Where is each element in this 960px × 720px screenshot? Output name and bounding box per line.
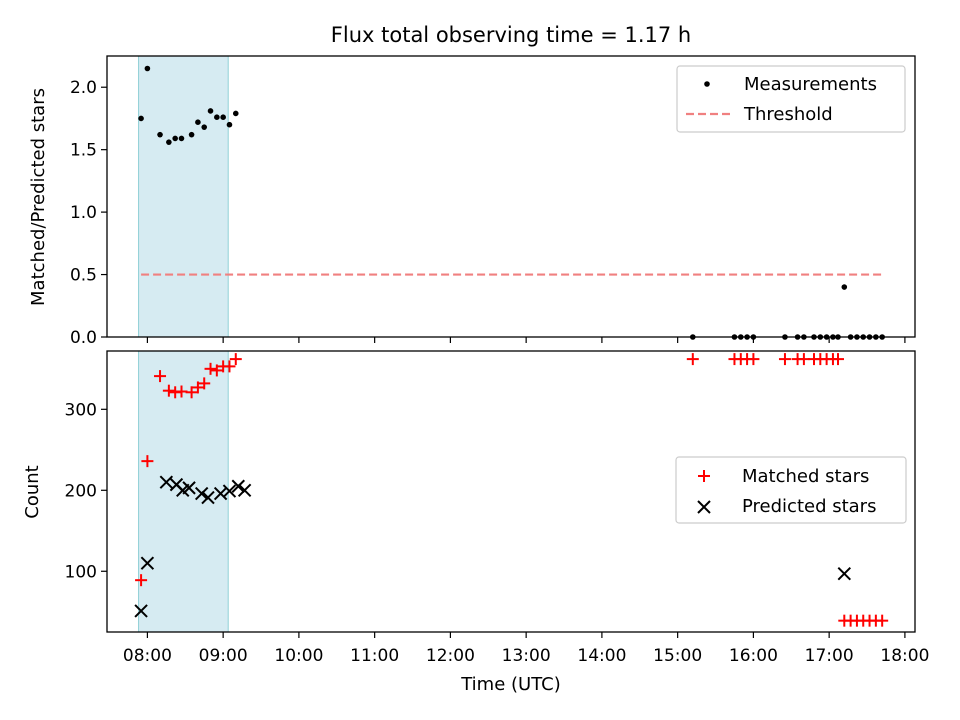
bottom-y-tick-label: 200 bbox=[65, 481, 97, 501]
legend-predicted-marker bbox=[697, 500, 711, 514]
measurement-point bbox=[195, 119, 201, 125]
measurement-point bbox=[144, 65, 151, 72]
top-y-axis: 0.0 0.5 1.0 1.5 2.0 bbox=[70, 78, 107, 348]
top-y-axis-label: Matched/Predicted stars bbox=[28, 88, 49, 306]
matched-star-point bbox=[876, 614, 889, 627]
x-tick-label: 08:00 bbox=[123, 646, 172, 666]
bottom-y-tick-label: 100 bbox=[65, 562, 97, 582]
predicted-star-point bbox=[201, 490, 215, 505]
measurement-point bbox=[214, 114, 220, 120]
top-y-tick-label: 1.0 bbox=[70, 203, 97, 223]
legend-matched-label: Matched stars bbox=[742, 466, 869, 487]
matched-star-point bbox=[135, 574, 148, 587]
matched-star-point bbox=[210, 364, 223, 377]
measurement-point bbox=[232, 110, 239, 117]
x-axis-label: Time (UTC) bbox=[460, 674, 561, 695]
legend-threshold-label: Threshold bbox=[743, 104, 833, 125]
predicted-star-point bbox=[194, 486, 209, 501]
bottom-legend-box bbox=[675, 456, 907, 524]
legend-matched-marker bbox=[698, 470, 710, 482]
bottom-y-axis: 100 200 300 bbox=[65, 400, 107, 582]
top-y-tick-label: 2.0 bbox=[70, 78, 97, 98]
predicted-star-point bbox=[140, 556, 155, 570]
legend-predicted-label: Predicted stars bbox=[742, 496, 876, 517]
x-tick-label: 13:00 bbox=[502, 646, 551, 666]
x-tick-label: 09:00 bbox=[199, 646, 248, 666]
legend-measurements-label: Measurements bbox=[744, 74, 877, 95]
matched-star-point bbox=[229, 353, 242, 366]
top-legend: Measurements Threshold bbox=[676, 65, 906, 133]
x-tick-label: 14:00 bbox=[577, 646, 626, 666]
predicted-star-point bbox=[213, 486, 228, 501]
matched-star-point bbox=[778, 353, 791, 366]
predicted-star-point bbox=[134, 604, 148, 618]
top-y-tick-label: 0.5 bbox=[70, 266, 97, 286]
bottom-plot-frame bbox=[106, 350, 916, 633]
x-tick-label: 15:00 bbox=[653, 646, 702, 666]
bottom-data-marks bbox=[134, 353, 889, 627]
predicted-star-point bbox=[222, 484, 237, 498]
top-y-tick-label: 0.0 bbox=[70, 328, 97, 348]
measurement-point bbox=[166, 139, 172, 145]
x-tick-label: 17:00 bbox=[805, 646, 854, 666]
top-panel: 0.00.51.01.52.0 Matched/Predicted stars … bbox=[28, 55, 916, 348]
measurement-point bbox=[172, 135, 178, 142]
top-plot-frame bbox=[106, 55, 916, 338]
measurement-point bbox=[226, 121, 233, 128]
matched-star-point bbox=[747, 353, 760, 366]
matched-star-point bbox=[686, 353, 699, 366]
bottom-legend: Matched stars Predicted stars bbox=[675, 456, 907, 524]
matched-star-point bbox=[162, 384, 175, 397]
matched-star-point bbox=[141, 455, 154, 468]
top-legend-box bbox=[676, 65, 906, 133]
top-y-tick-label: 1.5 bbox=[70, 141, 97, 161]
matched-star-point bbox=[185, 386, 198, 399]
bottom-y-tick-label: 300 bbox=[65, 400, 97, 420]
predicted-star-point bbox=[159, 475, 174, 489]
predicted-star-point bbox=[237, 483, 252, 497]
bottom-x-axis: 08:00 09:00 10:00 11:00 12:00 13:00 14:00 15:00… bbox=[123, 632, 929, 666]
matched-star-point bbox=[154, 370, 167, 383]
measurement-point bbox=[201, 124, 208, 130]
measurement-point bbox=[178, 135, 185, 142]
x-tick-label: 12:00 bbox=[426, 646, 475, 666]
bottom-y-axis-label: Count bbox=[22, 465, 43, 518]
bottom-panel: 100 200 300 08:00 09:00 10:00 11:00 12:00 13:00… bbox=[22, 350, 929, 695]
top-data-marks bbox=[138, 65, 885, 340]
matched-star-point bbox=[831, 353, 844, 366]
matched-star-point bbox=[204, 362, 217, 375]
matched-star-point bbox=[175, 385, 188, 398]
measurement-point bbox=[220, 114, 226, 120]
measurement-point bbox=[138, 115, 144, 122]
matched-star-point bbox=[198, 377, 211, 390]
top-x-axis-ticks bbox=[146, 337, 906, 343]
measurement-point bbox=[841, 284, 848, 290]
x-tick-label: 10:00 bbox=[274, 646, 323, 666]
observing-window-shade bbox=[138, 55, 229, 338]
x-tick-label: 18:00 bbox=[880, 646, 929, 666]
predicted-star-point bbox=[837, 566, 852, 581]
predicted-star-point bbox=[182, 481, 196, 495]
legend-measurements-marker bbox=[704, 81, 710, 87]
measurement-point bbox=[207, 108, 214, 114]
x-tick-label: 11:00 bbox=[350, 646, 399, 666]
matched-star-point bbox=[191, 381, 204, 394]
measurement-point bbox=[157, 131, 163, 138]
measurement-point bbox=[188, 131, 195, 138]
matched-star-point bbox=[223, 360, 236, 373]
chart-title: Flux total observing time = 1.17 h bbox=[331, 23, 691, 47]
x-tick-label: 16:00 bbox=[729, 646, 778, 666]
predicted-star-point bbox=[231, 479, 246, 493]
matched-star-point bbox=[797, 353, 810, 366]
